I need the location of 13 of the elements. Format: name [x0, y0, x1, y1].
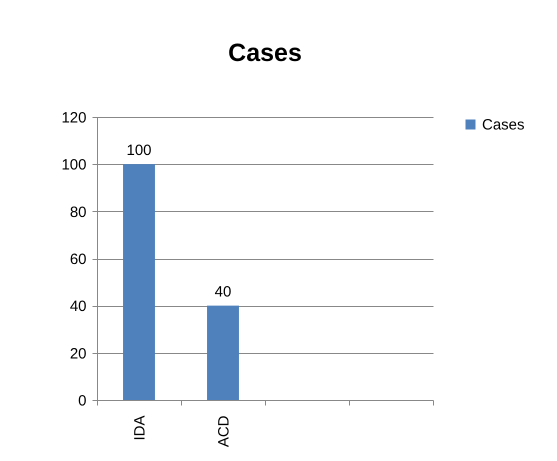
y-tick-label: 80 — [70, 204, 86, 221]
chart-title: Cases — [228, 39, 302, 67]
y-tick-label: 0 — [78, 392, 86, 410]
y-tick-label: 120 — [61, 110, 86, 126]
x-tick-label: ACD — [216, 415, 232, 448]
legend-label: Cases — [482, 116, 525, 134]
y-tick-label: 40 — [70, 298, 86, 316]
x-tick-label: IDA — [132, 416, 148, 441]
data-label: 40 — [214, 284, 232, 301]
y-tick-label: 20 — [70, 345, 86, 362]
y-tick-label: 100 — [61, 156, 86, 174]
y-tick-label: 60 — [70, 251, 86, 268]
data-label: 100 — [126, 142, 152, 160]
